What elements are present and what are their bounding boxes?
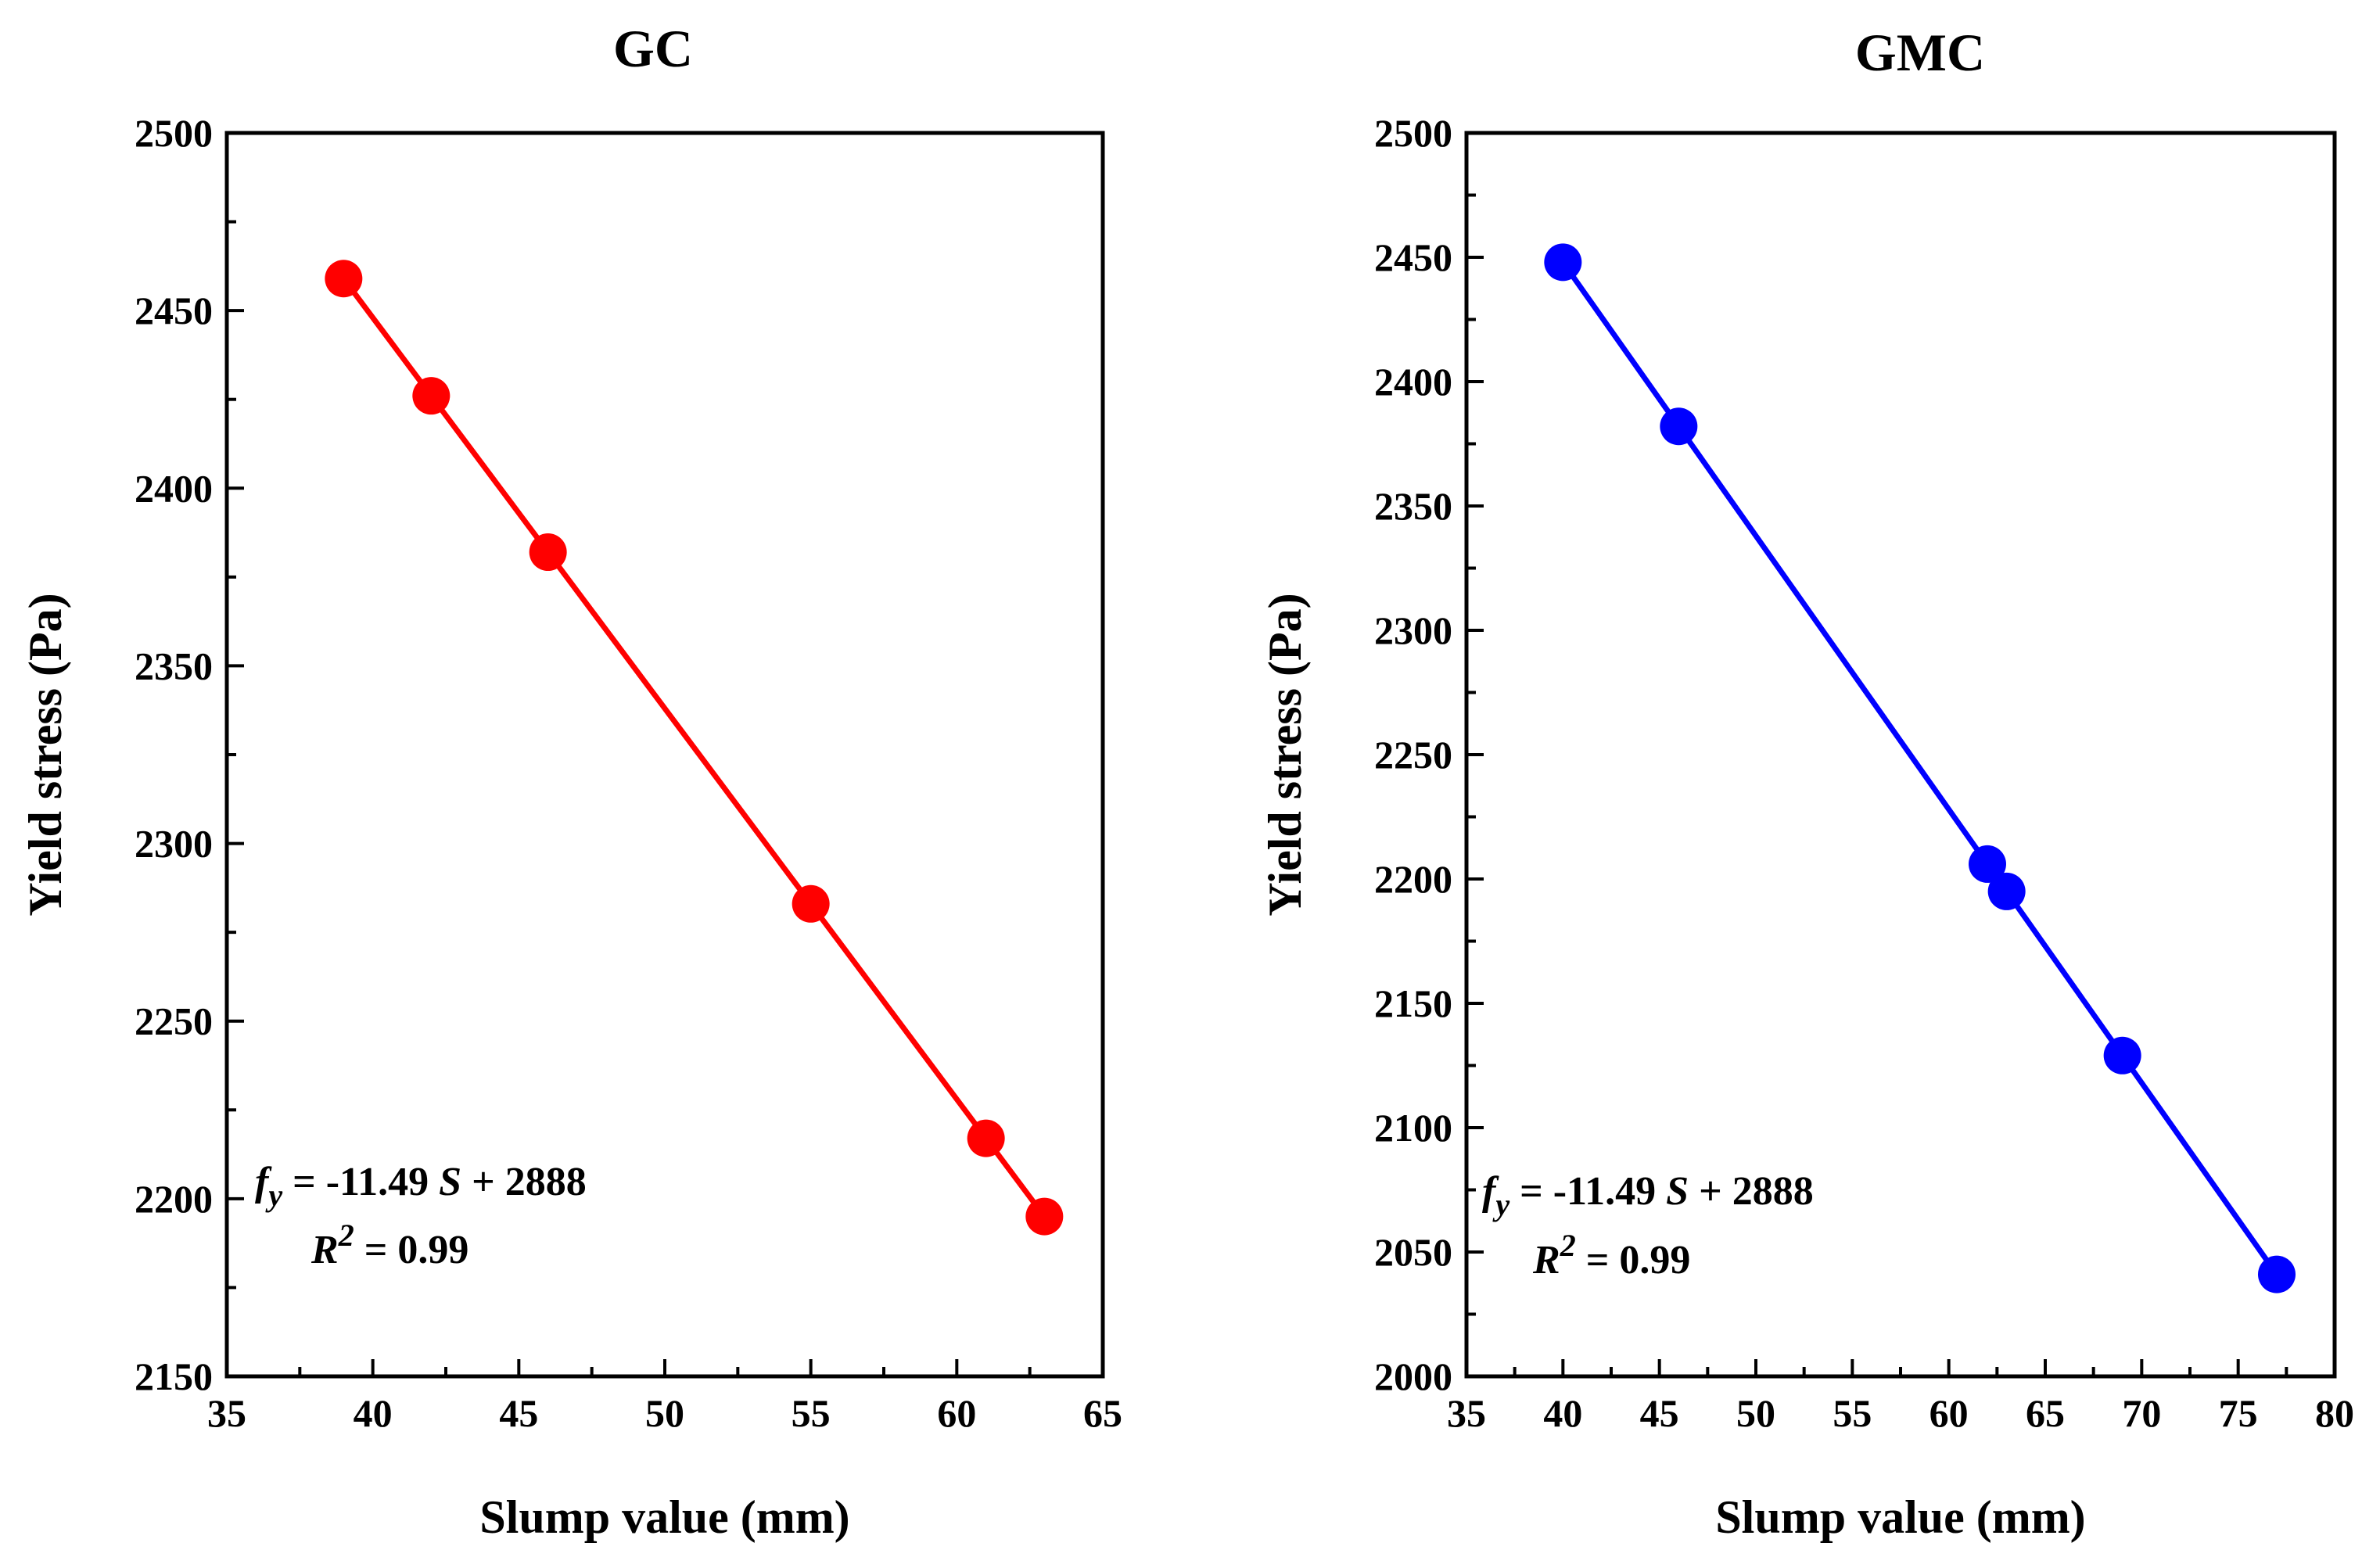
eq-f: f (255, 1160, 272, 1204)
regression-equation: fy = -11.49 S + 2888 R2 = 0.99 (1482, 1169, 1814, 1283)
y-tick-label: 2450 (1374, 235, 1452, 279)
eq-f: f (1482, 1169, 1499, 1214)
eq-var: S (1666, 1169, 1689, 1214)
data-point (1987, 872, 2026, 910)
data-point (412, 377, 451, 415)
y-tick-label: 2250 (135, 999, 213, 1043)
data-points (325, 260, 1064, 1236)
y-axis-label: Yield stress (Pa) (1259, 593, 1311, 916)
x-tick-label: 40 (1543, 1391, 1582, 1435)
data-point (2103, 1036, 2141, 1074)
eq-r: R (1532, 1238, 1560, 1283)
x-tick-label: 45 (1640, 1391, 1679, 1435)
data-point (529, 533, 567, 572)
x-axis-label: Slump value (mm) (1715, 1491, 2085, 1543)
chart-panel-gc: GC 35 40 45 50 55 60 65 2150 2200 2250 2300 2350 24… (20, 19, 1122, 1543)
minor-ticks (1466, 193, 2288, 1376)
eq-rhs-prefix: = -11.49 (282, 1160, 439, 1204)
x-tick-label: 70 (2122, 1391, 2161, 1435)
x-tick-label: 60 (937, 1391, 976, 1435)
regression-equation: fy = -11.49 S + 2888 R2 = 0.99 (255, 1160, 587, 1272)
y-tick-label: 2400 (135, 466, 213, 510)
svg-text:fy = -11.49 S + 2888: fy = -11.49 S + 2888 (255, 1160, 587, 1213)
major-ticks (225, 131, 1104, 1378)
y-tick-label: 2200 (1374, 857, 1452, 901)
data-point (1969, 845, 2006, 883)
x-tick-label: 45 (499, 1391, 538, 1435)
major-ticks (1465, 131, 2336, 1378)
chart-title: GC (613, 19, 693, 78)
y-tick-label: 2100 (1374, 1106, 1452, 1150)
eq-f-sub: y (1492, 1187, 1509, 1222)
eq-var: S (439, 1160, 461, 1204)
x-tick-labels: 35 40 45 50 55 60 65 (207, 1391, 1122, 1435)
x-tick-label: 55 (1833, 1391, 1872, 1435)
svg-text:R2 = 0.99: R2 = 0.99 (1532, 1228, 1690, 1283)
x-tick-label: 55 (792, 1391, 831, 1435)
x-tick-label: 50 (645, 1391, 684, 1435)
eq-r-value: = 0.99 (354, 1228, 469, 1272)
eq-r-value: = 0.99 (1576, 1238, 1691, 1283)
svg-text:R2 = 0.99: R2 = 0.99 (311, 1218, 468, 1272)
x-tick-label: 80 (2315, 1391, 2354, 1435)
eq-f-sub: y (265, 1178, 282, 1213)
data-point (1025, 1197, 1064, 1236)
chart-title: GMC (1855, 23, 1985, 82)
y-axis-label: Yield stress (Pa) (20, 593, 71, 916)
x-tick-label: 40 (354, 1391, 393, 1435)
data-point (325, 260, 363, 298)
eq-rhs-suffix: + 2888 (1689, 1169, 1814, 1214)
y-tick-label: 2300 (135, 822, 213, 866)
eq-rhs-suffix: + 2888 (461, 1160, 587, 1204)
data-point (1660, 407, 1698, 446)
data-points (1544, 243, 2296, 1293)
eq-r-sup: 2 (338, 1218, 354, 1253)
data-point (967, 1119, 1005, 1157)
x-tick-label: 65 (2026, 1391, 2065, 1435)
chart-panel-gmc: GMC 35 40 45 50 55 60 65 70 75 80 2000 2050 2100 215… (1259, 23, 2354, 1543)
y-tick-label: 2350 (135, 644, 213, 687)
y-tick-label: 2500 (135, 111, 213, 155)
svg-text:fy = -11.49 S + 2888: fy = -11.49 S + 2888 (1482, 1169, 1814, 1222)
y-tick-label: 2300 (1374, 608, 1452, 652)
x-tick-label: 60 (1929, 1391, 1969, 1435)
data-point (1544, 243, 1582, 282)
y-tick-label: 2450 (135, 289, 213, 332)
x-tick-label: 65 (1083, 1391, 1122, 1435)
y-tick-labels: 2150 2200 2250 2300 2350 2400 2450 2500 (135, 111, 213, 1398)
data-point (2258, 1255, 2296, 1293)
eq-r: R (311, 1228, 339, 1272)
x-axis-label: Slump value (mm) (479, 1491, 849, 1543)
data-point (792, 884, 830, 923)
x-tick-label: 50 (1736, 1391, 1775, 1435)
y-tick-label: 2000 (1374, 1354, 1452, 1398)
x-tick-label: 35 (1447, 1391, 1486, 1435)
x-tick-label: 35 (207, 1391, 246, 1435)
eq-r-sup: 2 (1560, 1228, 1576, 1263)
y-tick-label: 2200 (135, 1177, 213, 1221)
fit-line (341, 277, 1047, 1218)
y-tick-label: 2250 (1374, 733, 1452, 777)
x-tick-label: 75 (2219, 1391, 2258, 1435)
y-tick-label: 2150 (1374, 981, 1452, 1025)
y-tick-label: 2500 (1374, 111, 1452, 155)
y-tick-label: 2400 (1374, 360, 1452, 404)
y-tick-label: 2050 (1374, 1230, 1452, 1274)
x-tick-labels: 35 40 45 50 55 60 65 70 75 80 (1447, 1391, 2354, 1435)
y-tick-label: 2350 (1374, 484, 1452, 528)
minor-ticks (227, 220, 1032, 1376)
y-tick-label: 2150 (135, 1354, 213, 1398)
y-tick-labels: 2000 2050 2100 2150 2200 2250 2300 2350 2400 2450… (1374, 111, 1452, 1398)
eq-rhs-prefix: = -11.49 (1509, 1169, 1666, 1214)
